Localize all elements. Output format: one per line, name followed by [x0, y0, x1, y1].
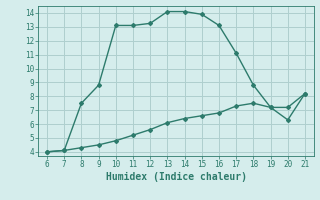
X-axis label: Humidex (Indice chaleur): Humidex (Indice chaleur) [106, 172, 246, 182]
